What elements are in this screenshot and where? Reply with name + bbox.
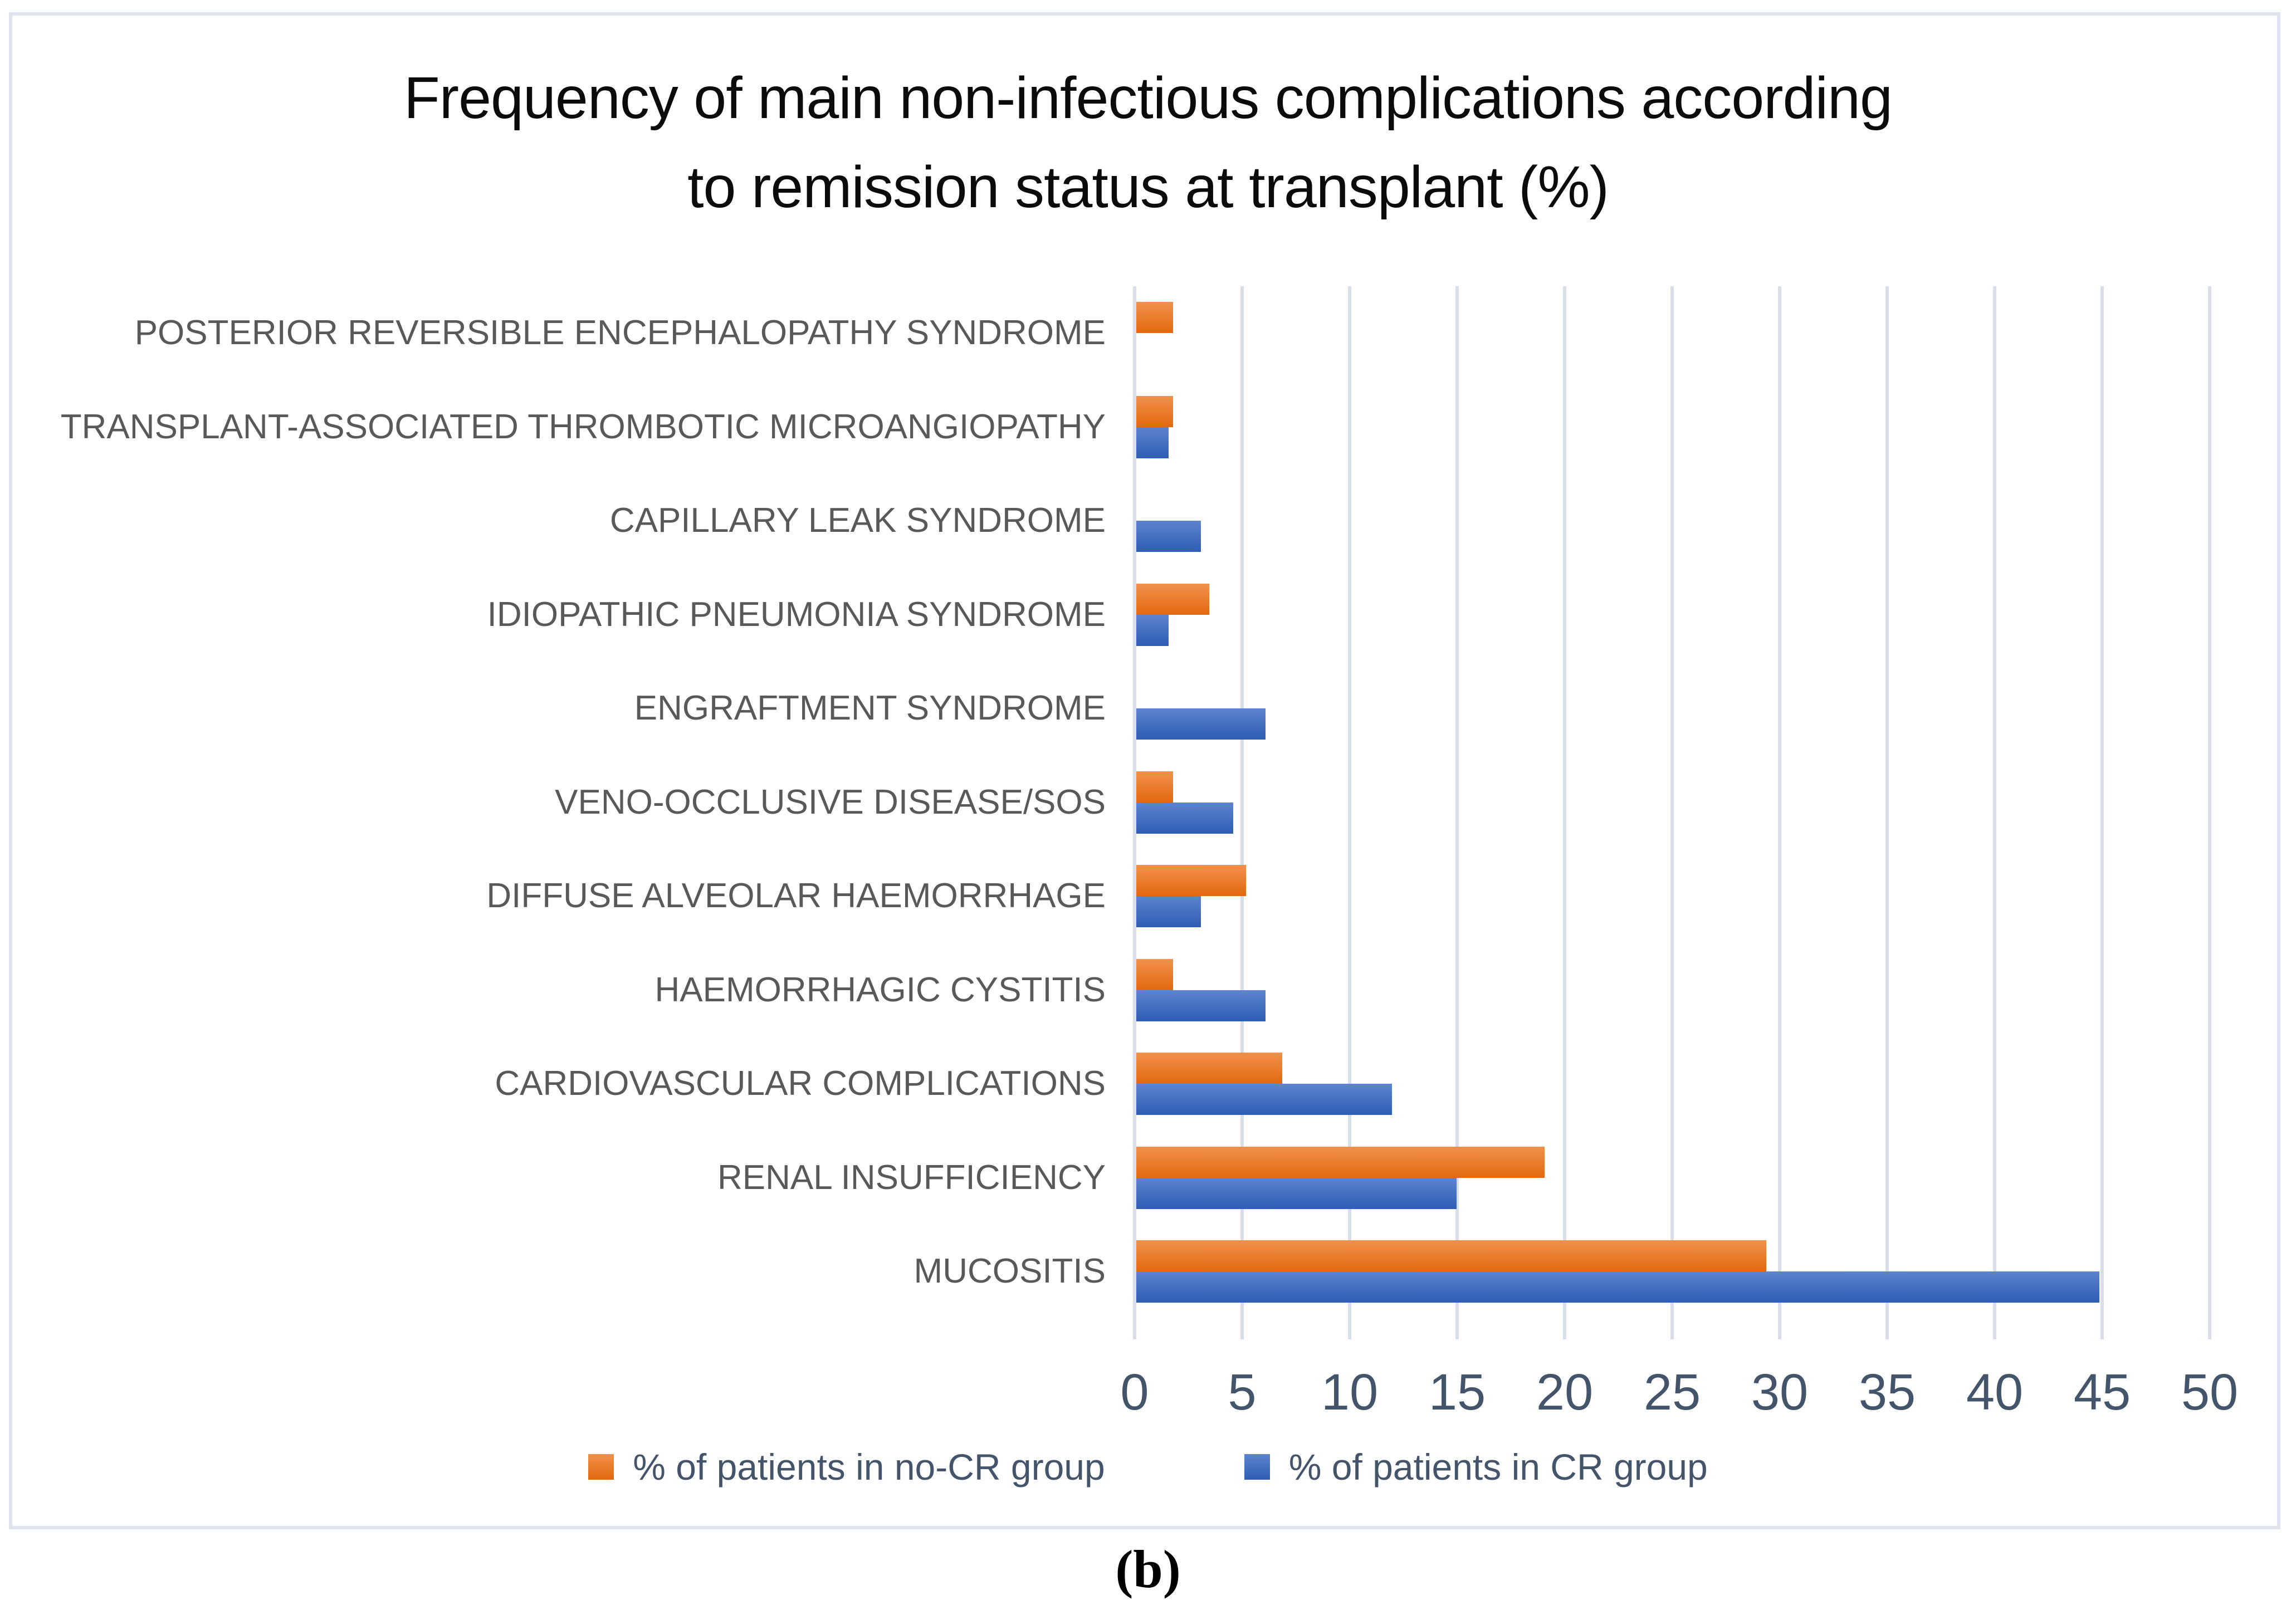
legend-label-no-cr-group: % of patients in no-CR group [633,1446,1105,1488]
bar-cr-group [1136,1177,1457,1209]
bar-cr-group [1136,708,1266,740]
x-axis-tick-label: 0 [1120,1364,1149,1421]
x-axis-tick-label: 20 [1536,1364,1594,1421]
category-label: RENAL INSUFFICIENCY [717,1158,1106,1197]
bar-no-cr-group [1136,771,1173,803]
x-axis-tick-label: 30 [1751,1364,1809,1421]
bar-no-cr-group [1136,1240,1766,1271]
x-gridline [1348,286,1351,1339]
x-axis-tick-label: 40 [1966,1364,2024,1421]
category-label: HAEMORRHAGIC CYSTITIS [654,970,1106,1009]
bar-cr-group [1136,614,1169,646]
bar-cr-group [1136,427,1169,458]
category-label: MUCOSITIS [913,1252,1106,1290]
x-gridline [2100,286,2104,1339]
x-gridline [1778,286,1781,1339]
bar-no-cr-group [1136,1053,1283,1084]
legend-item-cr-group: % of patients in CR group [1244,1446,1708,1488]
bar-no-cr-group [1136,958,1173,990]
cr-group-swatch-icon [1244,1454,1270,1480]
bar-cr-group [1136,802,1233,834]
panel-caption: (b) [1115,1539,1181,1599]
x-axis-tick-label: 45 [2073,1364,2131,1421]
x-gridline [1885,286,1889,1339]
x-gridline [2208,286,2211,1339]
category-label: ENGRAFTMENT SYNDROME [634,689,1106,727]
category-label: CAPILLARY LEAK SYNDROME [609,501,1106,540]
x-axis-tick-label: 5 [1228,1364,1257,1421]
category-label: DIFFUSE ALVEOLAR HAEMORRHAGE [486,877,1106,915]
no-cr-group-swatch-icon [588,1454,614,1480]
bar-no-cr-group [1136,395,1173,427]
legend-label-cr-group: % of patients in CR group [1288,1446,1708,1488]
bar-no-cr-group [1136,865,1246,896]
x-axis-tick-label: 15 [1428,1364,1486,1421]
x-axis-tick-label: 10 [1321,1364,1379,1421]
bar-no-cr-group [1136,583,1210,615]
x-axis-tick-label: 25 [1643,1364,1701,1421]
category-label: VENO-OCCLUSIVE DISEASE/SOS [555,782,1106,821]
legend-item-no-cr-group: % of patients in no-CR group [588,1446,1105,1488]
bar-no-cr-group [1136,1146,1545,1178]
x-gridline [1670,286,1674,1339]
chart-legend: % of patients in no-CR group % of patien… [0,1446,2296,1488]
bar-cr-group [1136,990,1266,1021]
bar-cr-group [1136,896,1201,927]
x-axis-tick-label: 50 [2181,1364,2239,1421]
x-gridline [1455,286,1459,1339]
chart-title: Frequency of main non-infectious complic… [0,53,2296,232]
category-label: CARDIOVASCULAR COMPLICATIONS [495,1064,1106,1103]
x-gridline [1993,286,1996,1339]
category-label: IDIOPATHIC PNEUMONIA SYNDROME [487,595,1106,634]
bar-no-cr-group [1136,302,1173,333]
chart-title-line-2: to remission status at transplant (%) [687,154,1609,220]
chart-title-line-1: Frequency of main non-infectious complic… [404,65,1893,131]
category-label: TRANSPLANT-ASSOCIATED THROMBOTIC MICROAN… [60,407,1106,446]
bar-cr-group [1136,521,1201,552]
x-gridline [1240,286,1244,1339]
category-label: POSTERIOR REVERSIBLE ENCEPHALOPATHY SYND… [134,314,1106,352]
x-gridline [1133,286,1136,1339]
x-axis-tick-label: 35 [1858,1364,1916,1421]
bar-cr-group [1136,1271,2100,1303]
x-gridline [1563,286,1566,1339]
bar-cr-group [1136,1084,1393,1115]
